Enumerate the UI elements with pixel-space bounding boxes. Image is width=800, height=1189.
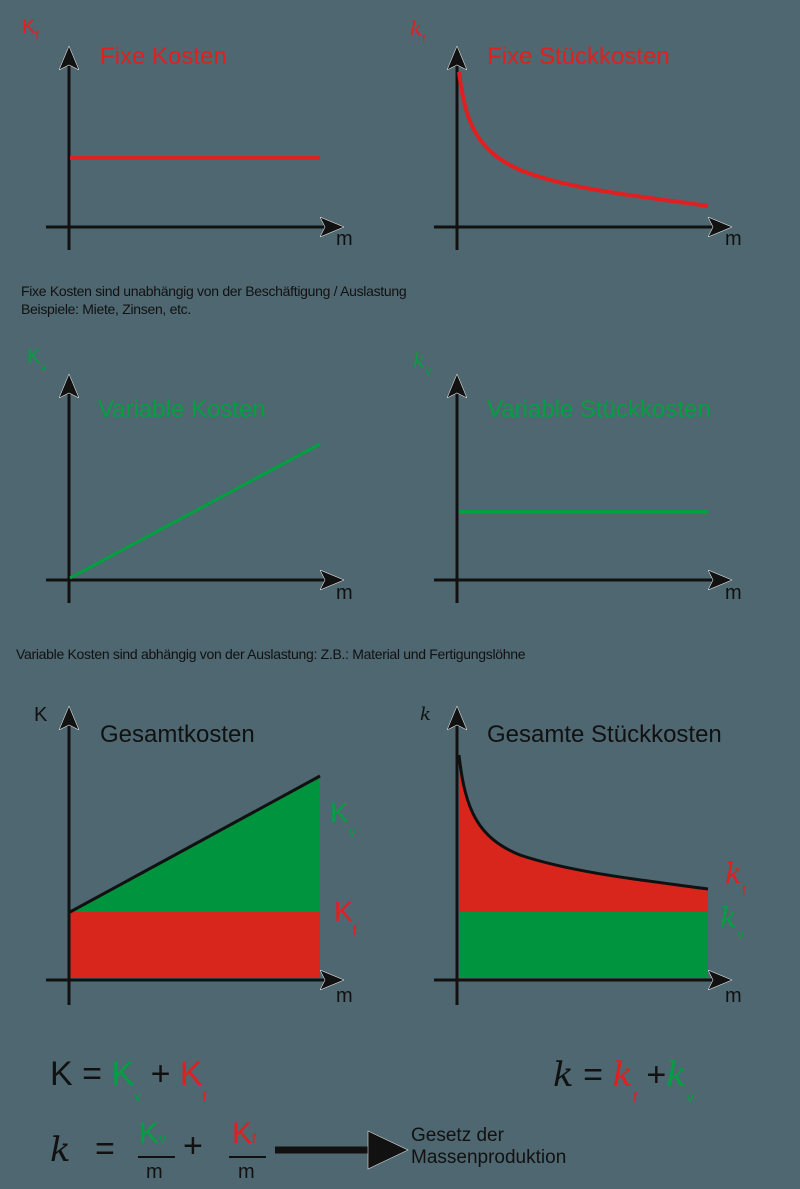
chart-fixed-unit-costs [434, 48, 730, 250]
x-axis-label: m [336, 582, 353, 604]
total-cost-formula: K = Kv + Kf [50, 1055, 207, 1104]
chart-total-unit-costs [434, 708, 730, 1005]
conclusion-text: Gesetz der Massenproduktion [411, 1125, 567, 1168]
y-axis-label: K [34, 704, 48, 726]
x-axis-label: m [336, 985, 353, 1007]
x-axis-label: m [725, 985, 742, 1007]
x-axis-label: m [725, 228, 742, 250]
chart-title: Gesamte Stückkosten [487, 721, 722, 748]
kv-band-label: kv [720, 901, 744, 942]
fraction-1-numerator: Kv [139, 1117, 167, 1150]
variable-unit-cost-area [459, 912, 708, 978]
chart-title: Variable Stückkosten [487, 396, 711, 423]
fraction-2-denominator: m [238, 1161, 255, 1183]
y-axis-label: Kf [22, 16, 39, 42]
chart-variable-unit-costs [434, 376, 730, 603]
chart-fixed-costs [46, 48, 342, 250]
fixed-costs-note-line-2: Beispiele: Miete, Zinsen, etc. [21, 301, 191, 317]
y-axis-label: kv [413, 348, 432, 378]
fraction-1-denominator: m [146, 1161, 163, 1183]
fixed-costs-note-line-1: Fixe Kosten sind unabhängig von der Besc… [21, 283, 407, 299]
chart-total-costs [46, 708, 342, 1005]
fixed-unit-cost-area [459, 755, 708, 912]
chart-variable-costs [46, 376, 342, 603]
y-axis-label: k [420, 704, 431, 725]
x-axis-label: m [336, 228, 353, 250]
y-axis-label: Kv [27, 346, 47, 374]
fraction-formula-plus: + [183, 1127, 203, 1165]
kf-band-label: Kf [334, 896, 357, 938]
variable-costs-note: Variable Kosten sind abhängig von der Au… [16, 646, 526, 662]
kf-band-label: kf [725, 857, 746, 898]
fraction-2-numerator: Kf [232, 1117, 256, 1150]
unit-cost-formula: k = kf +kv [553, 1055, 694, 1105]
chart-title: Variable Kosten [98, 396, 266, 423]
variable-cost-line [69, 442, 321, 580]
fraction-formula-lhs: k [50, 1130, 71, 1170]
total-cost-line [69, 774, 321, 914]
y-axis-label: kf [410, 16, 426, 46]
fixed-unit-cost-curve [457, 71, 709, 208]
chart-title: Gesamtkosten [100, 721, 255, 748]
fixed-cost-area [70, 912, 320, 978]
kv-band-label: Kv [330, 797, 356, 839]
x-axis-label: m [725, 582, 742, 604]
arrow-icon [367, 1130, 409, 1170]
fraction-formula-eq: = [95, 1130, 115, 1168]
total-unit-cost-curve [457, 754, 709, 891]
chart-title: Fixe Stückkosten [487, 43, 670, 70]
chart-title: Fixe Kosten [100, 43, 227, 70]
